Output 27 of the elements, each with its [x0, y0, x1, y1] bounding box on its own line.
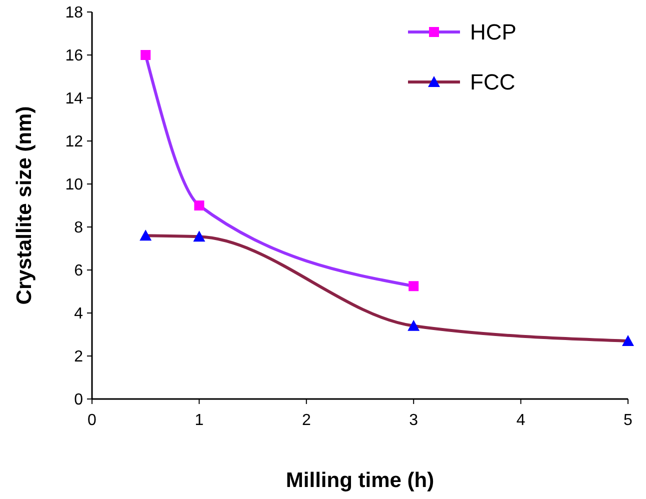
- x-tick-label: 3: [409, 412, 418, 429]
- x-tick-label: 2: [302, 412, 311, 429]
- y-tick-label: 12: [65, 134, 84, 151]
- point: [622, 334, 634, 346]
- legend-label: HCP: [470, 20, 516, 45]
- point: [194, 200, 204, 210]
- point: [140, 50, 151, 60]
- legend-label: FCC: [470, 70, 516, 95]
- y-tick-label: 0: [74, 392, 84, 409]
- y-tick-label: 4: [74, 306, 84, 323]
- y-tick-label: 16: [65, 48, 84, 65]
- y-tick-label: 18: [65, 4, 84, 22]
- y-tick-label: 10: [65, 176, 84, 194]
- y-tick-label: 2: [74, 348, 84, 366]
- y-axis-title: Crystallite size (nm): [13, 106, 36, 305]
- point: [140, 230, 152, 241]
- x-tick-label: 1: [194, 412, 204, 429]
- point: [193, 230, 206, 242]
- x-tick-label: 0: [88, 412, 97, 429]
- x-axis-title: Milling time (h): [286, 469, 434, 492]
- point: [408, 281, 419, 292]
- y-tick-label: 14: [65, 90, 84, 108]
- point: [408, 320, 420, 331]
- x-tick-label: 5: [624, 412, 633, 429]
- y-tick-label: 8: [74, 220, 84, 237]
- x-tick-label: 4: [516, 412, 526, 429]
- y-tick-label: 6: [74, 262, 84, 280]
